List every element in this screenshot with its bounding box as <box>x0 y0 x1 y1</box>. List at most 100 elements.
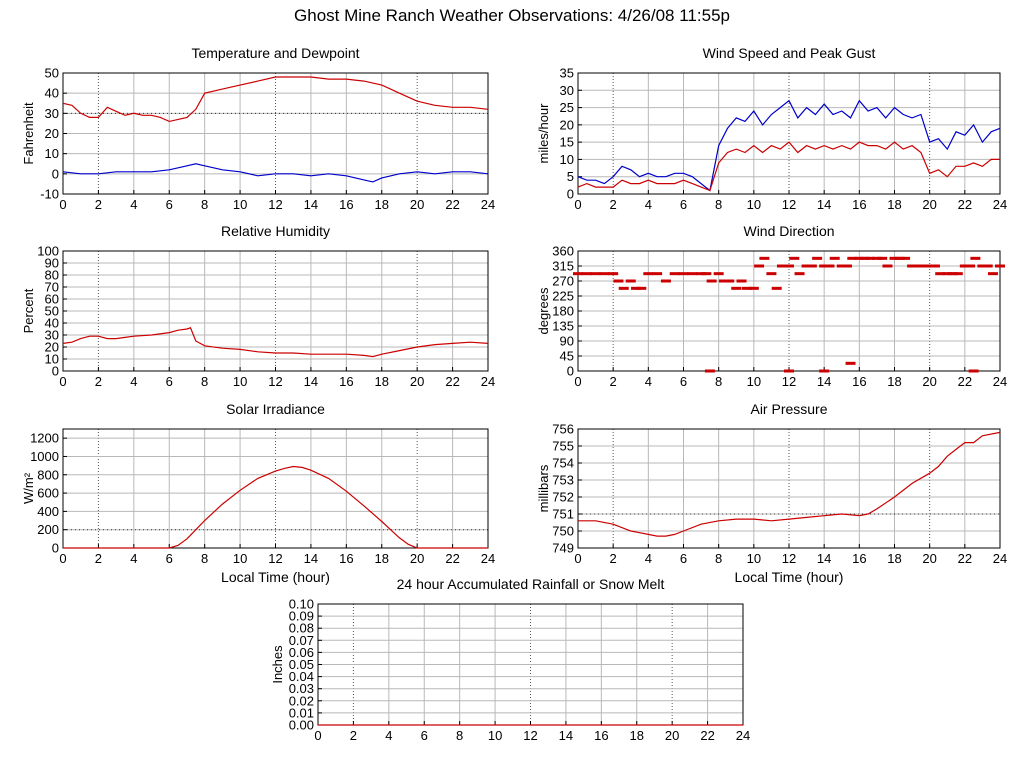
x-tick-label: 18 <box>887 551 901 566</box>
x-tick-label: 14 <box>304 551 318 566</box>
data-point <box>894 256 905 260</box>
series-line-0 <box>62 76 489 123</box>
data-point <box>882 264 893 268</box>
x-tick-label: 12 <box>782 551 796 566</box>
x-tick-label: 4 <box>130 374 137 389</box>
y-tick-label: 749 <box>552 541 574 556</box>
y-tick-label: 80 <box>45 268 59 283</box>
y-tick-label: 1000 <box>30 449 59 464</box>
x-tick-label: 10 <box>747 374 761 389</box>
data-point <box>789 256 800 260</box>
chart-title: Wind Speed and Peak Gust <box>703 45 876 61</box>
x-tick-label: 14 <box>817 551 831 566</box>
data-point <box>859 256 870 260</box>
y-tick-label: 70 <box>45 280 59 295</box>
y-tick-label: 360 <box>552 244 574 259</box>
data-point <box>819 369 830 373</box>
x-tick-label: 20 <box>922 374 936 389</box>
x-tick-label: 2 <box>95 374 102 389</box>
y-tick-label: 90 <box>560 334 574 349</box>
x-tick-label: 10 <box>488 728 502 743</box>
y-tick-label: 60 <box>45 292 59 307</box>
data-point <box>959 264 970 268</box>
y-tick-label: 600 <box>37 486 59 501</box>
y-tick-label: 0 <box>567 187 574 202</box>
data-point <box>912 264 923 268</box>
data-point <box>766 272 777 276</box>
x-tick-label: 12 <box>268 374 282 389</box>
data-point <box>731 286 742 290</box>
x-axis-label: Local Time (hour) <box>735 569 844 585</box>
x-tick-label: 20 <box>410 374 424 389</box>
x-tick-label: 6 <box>421 728 428 743</box>
y-tick-label: 0.01 <box>289 705 314 720</box>
x-tick-label: 10 <box>233 374 247 389</box>
x-tick-label: 4 <box>645 197 652 212</box>
y-tick-label: 0.05 <box>289 657 314 672</box>
x-tick-label: 0 <box>574 374 581 389</box>
data-point <box>854 256 865 260</box>
data-point <box>842 264 853 268</box>
data-point <box>871 256 882 260</box>
x-tick-label: 2 <box>610 197 617 212</box>
x-tick-label: 22 <box>700 728 714 743</box>
x-tick-label: 22 <box>958 197 972 212</box>
x-tick-label: 12 <box>782 374 796 389</box>
data-point <box>776 264 787 268</box>
y-tick-label: 0.08 <box>289 621 314 636</box>
y-tick-label: 30 <box>45 328 59 343</box>
chart-wind: 0 2 4 6 8 10 12 14 16 18 20 22 2405101520253035Wind … <box>536 45 1007 212</box>
data-point <box>573 272 583 276</box>
x-tick-label: 24 <box>736 728 750 743</box>
x-tick-label: 0 <box>59 551 66 566</box>
x-tick-label: 0 <box>314 728 321 743</box>
data-point <box>812 256 823 260</box>
data-point <box>864 256 875 260</box>
data-point <box>613 279 624 283</box>
y-axis-label: miles/hour <box>536 103 551 164</box>
chart-title: Temperature and Dewpoint <box>191 45 359 61</box>
x-tick-label: 8 <box>715 374 722 389</box>
x-tick-label: 8 <box>715 551 722 566</box>
data-point <box>900 256 911 260</box>
x-tick-label: 24 <box>993 374 1007 389</box>
data-point <box>929 264 940 268</box>
data-point <box>754 264 765 268</box>
data-point <box>590 272 601 276</box>
y-tick-label: 180 <box>552 304 574 319</box>
y-tick-label: 20 <box>45 126 59 141</box>
chart-direction: 0 2 4 6 8 10 12 14 16 18 20 22 240459013518022527031… <box>536 223 1007 389</box>
y-tick-label: 0.06 <box>289 645 314 660</box>
data-point <box>917 264 928 268</box>
data-point <box>942 272 953 276</box>
x-tick-label: 6 <box>166 197 173 212</box>
y-axis-label: W/m² <box>21 472 36 504</box>
x-tick-label: 4 <box>645 551 652 566</box>
y-axis-label: Fahrenheit <box>21 102 36 165</box>
data-point <box>652 272 663 276</box>
y-tick-label: 10 <box>560 152 574 167</box>
x-tick-label: 8 <box>456 728 463 743</box>
chart-title: 24 hour Accumulated Rainfall or Snow Mel… <box>397 576 665 592</box>
x-tick-label: 24 <box>993 551 1007 566</box>
data-point <box>784 369 794 373</box>
x-tick-label: 24 <box>481 551 495 566</box>
chart-title: Air Pressure <box>750 401 827 417</box>
x-tick-label: 22 <box>445 197 459 212</box>
y-axis-label: degrees <box>536 287 551 334</box>
y-tick-label: 400 <box>37 504 59 519</box>
x-tick-label: 6 <box>680 197 687 212</box>
x-tick-label: 6 <box>166 551 173 566</box>
data-point <box>965 264 976 268</box>
x-tick-label: 0 <box>59 374 66 389</box>
x-tick-label: 14 <box>559 728 573 743</box>
y-tick-label: 0.09 <box>289 609 314 624</box>
x-tick-label: 14 <box>817 197 831 212</box>
chart-solar: 0 2 4 6 8 10 12 14 16 18 20 22 240200400600800100012… <box>21 401 495 585</box>
data-point <box>718 279 729 283</box>
data-point <box>713 272 724 276</box>
y-tick-label: 15 <box>560 135 574 150</box>
x-tick-label: 16 <box>852 551 866 566</box>
data-point <box>599 272 610 276</box>
y-axis-label: Inches <box>270 645 285 684</box>
